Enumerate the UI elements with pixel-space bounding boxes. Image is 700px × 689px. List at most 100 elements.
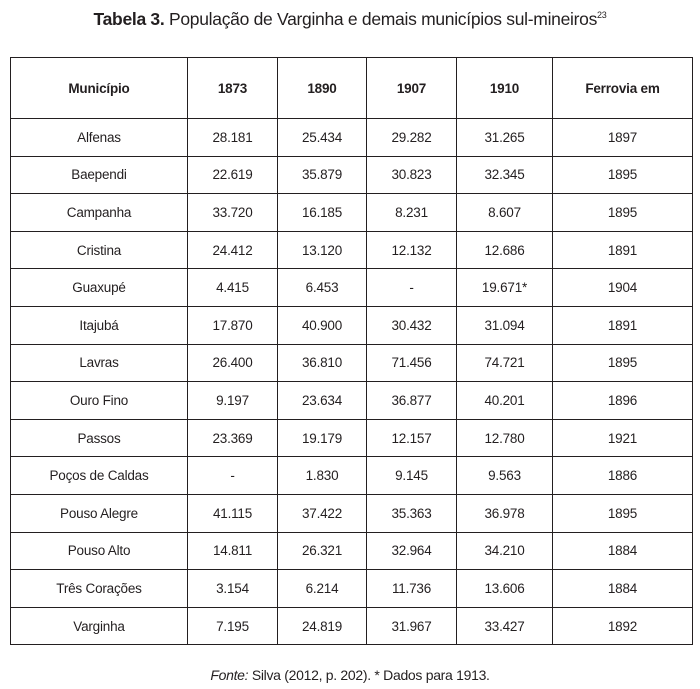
table-row: Três Corações 3.154 6.214 11.736 13.606 1884 [10,569,693,608]
cell-ferrovia: 1896 [552,381,693,420]
cell-1873: 23.369 [187,418,278,458]
cell-1910: 9.563 [456,456,553,495]
cell-1890: 35.879 [277,155,367,195]
cell-ferrovia: 1921 [552,418,693,458]
source-label: Fonte: [210,667,249,683]
cell-1890: 13.120 [277,230,367,270]
cell-ferrovia: 1895 [552,155,693,195]
cell-1910: 31.094 [456,305,553,345]
cell-municipio: Três Corações [10,569,188,608]
cell-1907: 30.432 [366,305,457,345]
cell-1873: 28.181 [187,118,278,157]
cell-ferrovia: 1884 [552,531,693,571]
cell-1890: 16.185 [277,193,367,232]
cell-ferrovia: 1895 [552,343,693,383]
cell-1873: 33.720 [187,193,278,232]
table-row: Baependi 22.619 35.879 30.823 32.345 1895 [10,155,693,195]
cell-municipio: Campanha [10,193,188,232]
population-table: Município 1873 1890 1907 1910 Ferrovia e… [10,57,693,646]
cell-1910: 19.671* [456,268,553,307]
cell-municipio: Poços de Caldas [10,456,188,495]
table-row: Poços de Caldas -1.830 9.145 9.563 1886 [10,456,693,495]
cell-municipio: Passos [10,418,188,458]
cell-1907: - [366,268,457,307]
table-caption: Tabela 3. População de Varginha e demais… [0,8,700,30]
table-source: Fonte: Silva (2012, p. 202). * Dados par… [0,667,700,683]
table-row: Varginha 7.195 24.819 31.967 33.427 1892 [10,606,693,646]
cell-1873: 14.811 [187,531,278,571]
header-ferrovia: Ferrovia em [552,57,693,119]
cell-1907: 8.231 [366,193,457,232]
cell-1873: 24.412 [187,230,278,270]
cell-1873: - [187,456,278,495]
source-text: Silva (2012, p. 202). * Dados para 1913. [248,667,490,683]
cell-municipio: Pouso Alegre [10,493,188,533]
cell-1907: 31.967 [366,606,457,646]
cell-municipio: Varginha [10,606,188,646]
cell-1890: 37.422 [277,493,367,533]
cell-1873: 4.415 [187,268,278,307]
header-1907: 1907 [366,57,457,119]
cell-1890: 25.434 [277,118,367,157]
cell-1873: 3.154 [187,569,278,608]
cell-ferrovia: 1884 [552,569,693,608]
cell-1890: 19.179 [277,418,367,458]
cell-1907: 29.282 [366,118,457,157]
table-row: Alfenas 28.181 25.434 29.282 31.265 1897 [10,118,693,157]
cell-1890: 26.321 [277,531,367,571]
cell-ferrovia: 1895 [552,493,693,533]
table-row: Pouso Alegre 41.115 37.422 35.363 36.978 1895 [10,493,693,533]
cell-1873: 17.870 [187,305,278,345]
cell-1907: 71.456 [366,343,457,383]
cell-1890: 1.830 [277,456,367,495]
table-row: Lavras 26.400 36.810 71.456 74.721 1895 [10,343,693,383]
cell-ferrovia: 1886 [552,456,693,495]
cell-1890: 6.214 [277,569,367,608]
table-row: Itajubá 17.870 40.900 30.432 31.094 1891 [10,305,693,345]
cell-1873: 9.197 [187,381,278,420]
cell-1907: 12.157 [366,418,457,458]
cell-1873: 26.400 [187,343,278,383]
cell-1873: 7.195 [187,606,278,646]
cell-municipio: Itajubá [10,305,188,345]
header-municipio: Município [10,57,188,119]
table-row: Ouro Fino 9.197 23.634 36.877 40.201 1896 [10,381,693,420]
cell-1907: 35.363 [366,493,457,533]
cell-ferrovia: 1895 [552,193,693,232]
cell-municipio: Lavras [10,343,188,383]
caption-text: População de Varginha e demais município… [164,9,598,29]
cell-municipio: Cristina [10,230,188,270]
header-1890: 1890 [277,57,367,119]
cell-1910: 74.721 [456,343,553,383]
header-1910: 1910 [456,57,553,119]
table-row: Pouso Alto 14.811 26.321 32.964 34.210 1884 [10,531,693,571]
cell-1910: 12.686 [456,230,553,270]
cell-1910: 13.606 [456,569,553,608]
cell-1907: 12.132 [366,230,457,270]
cell-1910: 12.780 [456,418,553,458]
cell-1907: 11.736 [366,569,457,608]
cell-1910: 8.607 [456,193,553,232]
cell-1910: 31.265 [456,118,553,157]
table-row: Cristina 24.412 13.120 12.132 12.686 1891 [10,230,693,270]
cell-1910: 33.427 [456,606,553,646]
cell-1890: 24.819 [277,606,367,646]
cell-ferrovia: 1892 [552,606,693,646]
cell-1890: 36.810 [277,343,367,383]
cell-municipio: Pouso Alto [10,531,188,571]
cell-1907: 36.877 [366,381,457,420]
table-row: Guaxupé 4.415 6.453-19.671* 1904 [10,268,693,307]
cell-ferrovia: 1897 [552,118,693,157]
caption-label: Tabela 3. [93,9,165,29]
header-row: Município 1873 1890 1907 1910 Ferrovia e… [10,57,693,119]
cell-municipio: Ouro Fino [10,381,188,420]
cell-1907: 32.964 [366,531,457,571]
footnote-ref: 23 [597,10,607,20]
cell-municipio: Guaxupé [10,268,188,307]
cell-1873: 22.619 [187,155,278,195]
cell-1907: 30.823 [366,155,457,195]
cell-ferrovia: 1891 [552,305,693,345]
cell-municipio: Alfenas [10,118,188,157]
cell-1890: 40.900 [277,305,367,345]
header-1873: 1873 [187,57,278,119]
